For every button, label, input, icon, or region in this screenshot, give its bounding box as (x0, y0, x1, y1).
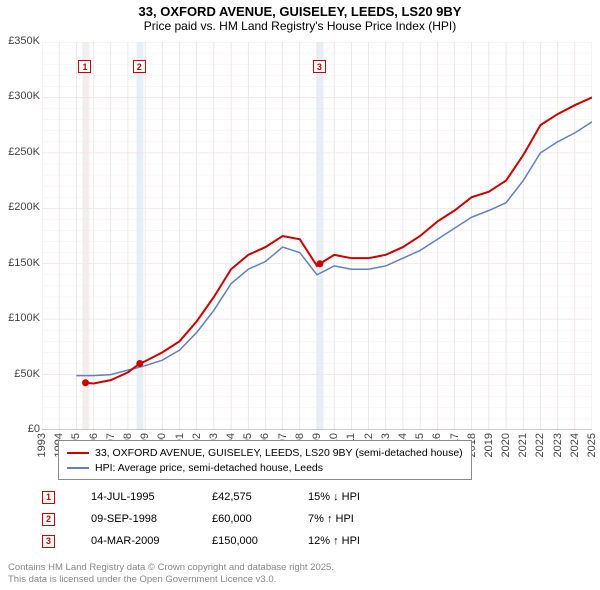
transactions-table: 1 14-JUL-1995 £42,575 15% ↓ HPI 2 09-SEP-1998… (42, 486, 398, 552)
x-tick-label: 2021 (517, 433, 529, 457)
footer-line2: This data is licensed under the Open Gov… (8, 574, 334, 586)
y-tick-label: £350K (0, 35, 40, 47)
legend-row: 33, OXFORD AVENUE, GUISELEY, LEEDS, LS20… (67, 445, 463, 460)
transaction-marker: 2 (42, 513, 55, 526)
legend-row: HPI: Average price, semi-detached house,… (67, 460, 463, 475)
y-tick-label: £0 (0, 423, 40, 435)
chart-marker: 1 (78, 60, 91, 73)
y-tick-label: £150K (0, 257, 40, 269)
series-point (316, 260, 323, 267)
series-point (82, 379, 89, 386)
chart-container: 33, OXFORD AVENUE, GUISELEY, LEEDS, LS20… (0, 0, 600, 590)
footer-line1: Contains HM Land Registry data © Crown c… (8, 562, 334, 574)
series-point (136, 360, 143, 367)
x-tick-label: 1993 (36, 433, 48, 457)
x-tick-label: 2019 (483, 433, 495, 457)
y-tick-label: £250K (0, 146, 40, 158)
x-tick-label: 2025 (586, 433, 598, 457)
shaded-band (82, 42, 89, 430)
legend-swatch (67, 467, 89, 469)
transaction-date: 14-JUL-1995 (91, 491, 176, 503)
legend-label: 33, OXFORD AVENUE, GUISELEY, LEEDS, LS20… (95, 447, 463, 459)
x-tick-label: 2024 (569, 433, 581, 457)
transaction-price: £60,000 (212, 513, 272, 525)
transaction-row: 1 14-JUL-1995 £42,575 15% ↓ HPI (42, 486, 398, 508)
series-property (85, 97, 592, 383)
y-tick-label: £50K (0, 368, 40, 380)
x-tick-label: 2022 (534, 433, 546, 457)
transaction-date: 04-MAR-2009 (91, 535, 176, 547)
transaction-marker: 3 (42, 535, 55, 548)
legend-label: HPI: Average price, semi-detached house,… (95, 462, 323, 474)
shaded-band (317, 42, 324, 430)
x-tick-label: 2023 (552, 433, 564, 457)
y-tick-label: £100K (0, 312, 40, 324)
title-subtitle: Price paid vs. HM Land Registry's House … (0, 19, 600, 33)
footer-attribution: Contains HM Land Registry data © Crown c… (8, 562, 334, 586)
title-address: 33, OXFORD AVENUE, GUISELEY, LEEDS, LS20… (0, 4, 600, 19)
x-tick-label: 2020 (500, 433, 512, 457)
chart-marker: 3 (313, 60, 326, 73)
transaction-price: £150,000 (212, 535, 272, 547)
chart-marker: 2 (133, 60, 146, 73)
y-tick-label: £200K (0, 201, 40, 213)
transaction-pct: 12% ↑ HPI (308, 535, 398, 547)
chart-area: £0£50K£100K£150K£200K£250K£300K£350K 199… (42, 42, 592, 430)
transaction-pct: 7% ↑ HPI (308, 513, 398, 525)
title-block: 33, OXFORD AVENUE, GUISELEY, LEEDS, LS20… (0, 0, 600, 35)
y-tick-label: £300K (0, 90, 40, 102)
shaded-band (137, 42, 144, 430)
transaction-marker: 1 (42, 491, 55, 504)
transaction-row: 3 04-MAR-2009 £150,000 12% ↑ HPI (42, 530, 398, 552)
legend: 33, OXFORD AVENUE, GUISELEY, LEEDS, LS20… (58, 440, 472, 480)
transaction-price: £42,575 (212, 491, 272, 503)
transaction-row: 2 09-SEP-1998 £60,000 7% ↑ HPI (42, 508, 398, 530)
transaction-pct: 15% ↓ HPI (308, 491, 398, 503)
chart-svg (42, 42, 592, 430)
transaction-date: 09-SEP-1998 (91, 513, 176, 525)
legend-swatch (67, 452, 89, 454)
